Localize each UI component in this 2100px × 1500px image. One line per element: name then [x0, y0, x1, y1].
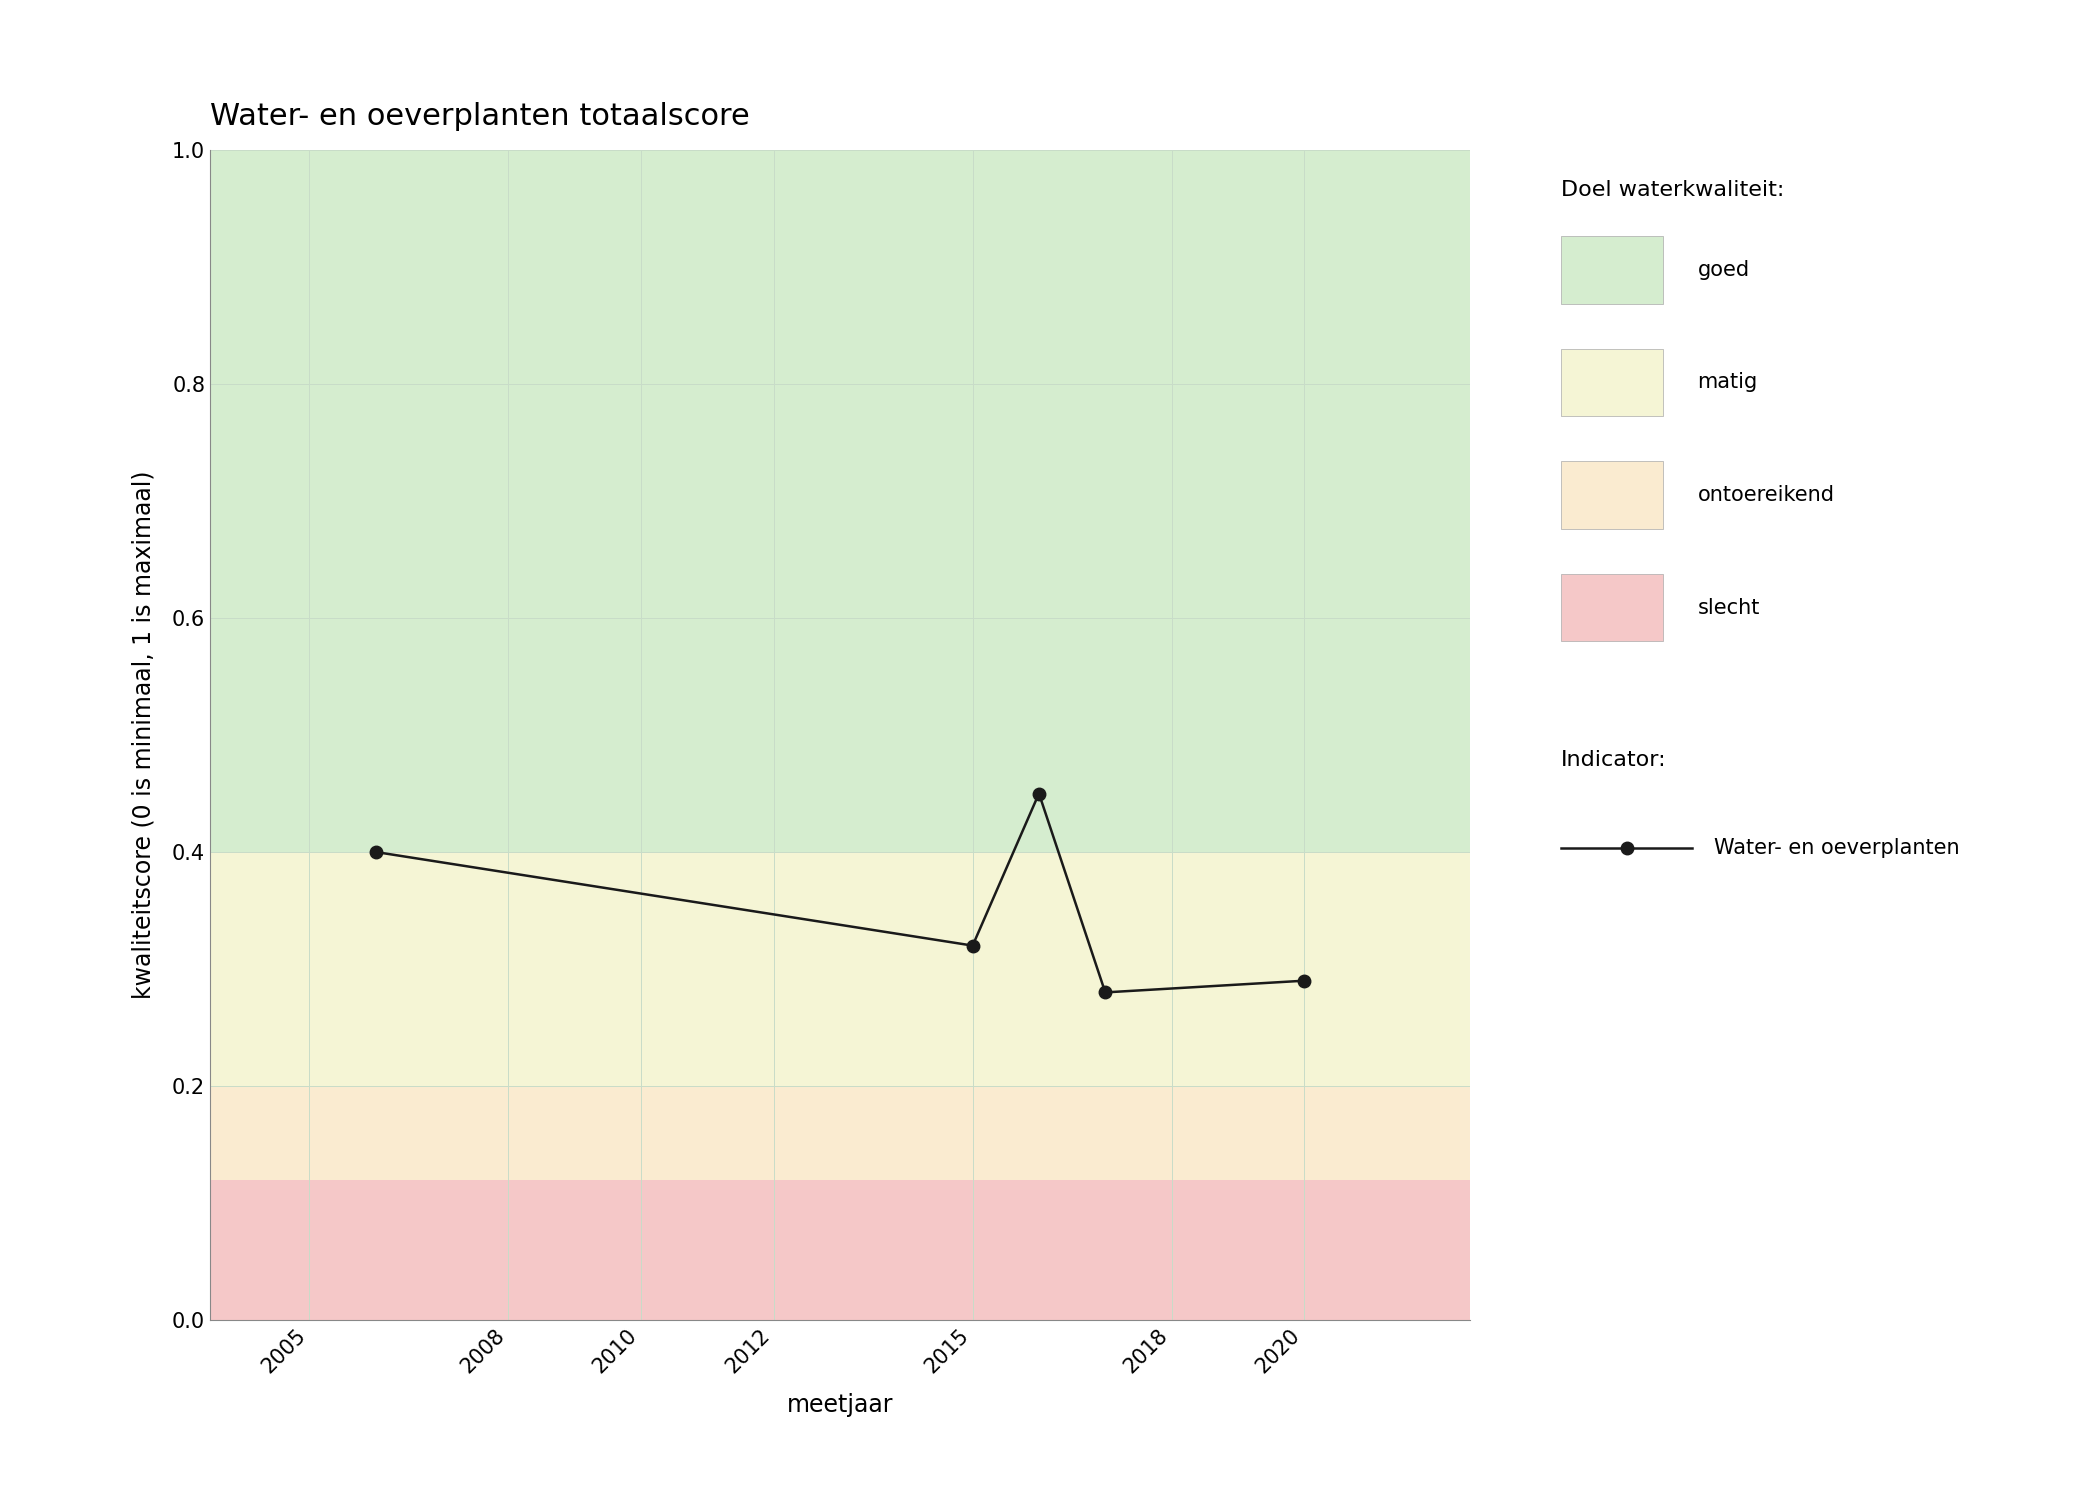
Bar [210, 1179, 1470, 1320]
Text: Doel waterkwaliteit:: Doel waterkwaliteit: [1560, 180, 1785, 200]
Text: ontoereikend: ontoereikend [1697, 484, 1835, 506]
Text: slecht: slecht [1697, 597, 1760, 618]
Text: Water- en oeverplanten totaalscore: Water- en oeverplanten totaalscore [210, 102, 750, 130]
FancyBboxPatch shape [1560, 236, 1663, 303]
Bar [210, 150, 1470, 852]
Text: matig: matig [1697, 372, 1758, 393]
Bar [210, 1086, 1470, 1179]
FancyBboxPatch shape [1560, 462, 1663, 530]
Y-axis label: kwaliteitscore (0 is minimaal, 1 is maximaal): kwaliteitscore (0 is minimaal, 1 is maxi… [130, 471, 155, 999]
X-axis label: meetjaar: meetjaar [788, 1394, 892, 1417]
FancyBboxPatch shape [1560, 573, 1663, 642]
Text: Indicator:: Indicator: [1560, 750, 1667, 770]
Text: Water- en oeverplanten: Water- en oeverplanten [1714, 837, 1959, 858]
Bar [210, 852, 1470, 1086]
Text: goed: goed [1697, 260, 1749, 280]
FancyBboxPatch shape [1560, 350, 1663, 416]
